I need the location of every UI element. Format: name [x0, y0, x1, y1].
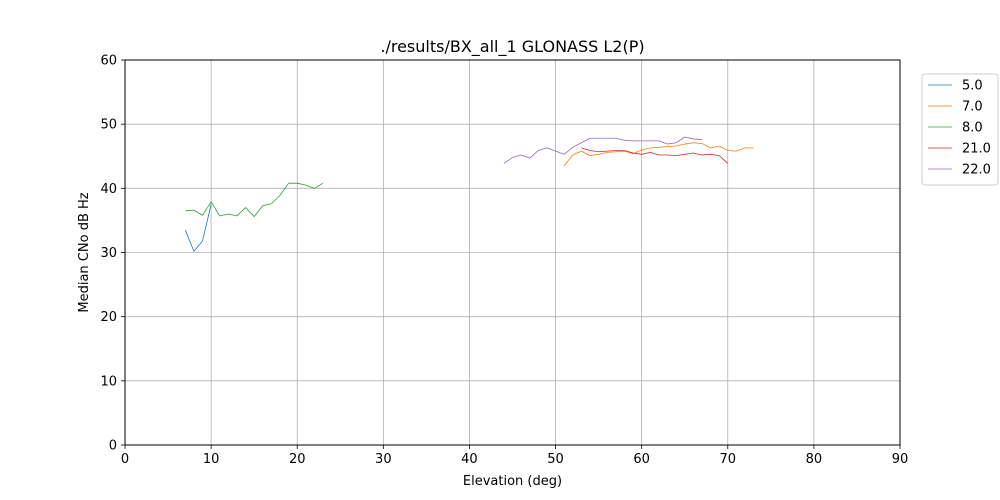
series-line-21.0	[581, 147, 729, 164]
y-tick-label: 20	[100, 310, 117, 325]
series-line-22.0	[503, 136, 702, 164]
legend-label: 7.0	[962, 100, 983, 115]
chart-title: ./results/BX_all_1 GLONASS L2(P)	[380, 37, 644, 57]
x-tick-label: 10	[203, 452, 220, 467]
series-line-8.0	[185, 182, 324, 217]
y-tick-label: 0	[109, 439, 117, 454]
x-tick-label: 90	[892, 452, 909, 467]
series-line-7.0	[563, 142, 754, 167]
y-tick-label: 40	[100, 182, 117, 197]
legend-label: 5.0	[962, 79, 983, 94]
x-tick-label: 50	[547, 452, 564, 467]
series-line-5.0	[184, 204, 212, 252]
x-tick-label: 20	[289, 452, 306, 467]
y-tick-label: 60	[100, 54, 117, 69]
x-tick-label: 70	[720, 452, 737, 467]
legend-label: 22.0	[962, 163, 991, 178]
x-axis-label: Elevation (deg)	[463, 474, 562, 489]
y-axis-label: Median CNo dB Hz	[77, 192, 92, 312]
ticks: 0 10 20 30 40 50 60 70 80 90 0 10 20 30 40 50 60	[100, 54, 908, 468]
legend: 5.0 7.0 8.0 21.0 22.0	[921, 73, 999, 186]
x-tick-label: 30	[375, 452, 392, 467]
grid	[124, 59, 901, 446]
x-tick-label: 60	[633, 452, 650, 467]
series-lines	[184, 136, 754, 252]
y-tick-label: 30	[100, 246, 117, 261]
legend-box	[921, 73, 999, 186]
y-tick-label: 10	[100, 374, 117, 389]
legend-label: 21.0	[962, 142, 991, 157]
x-tick-label: 0	[121, 452, 129, 467]
x-tick-label: 40	[461, 452, 478, 467]
legend-label: 8.0	[962, 121, 983, 136]
x-tick-label: 80	[806, 452, 823, 467]
y-tick-label: 50	[100, 118, 117, 133]
